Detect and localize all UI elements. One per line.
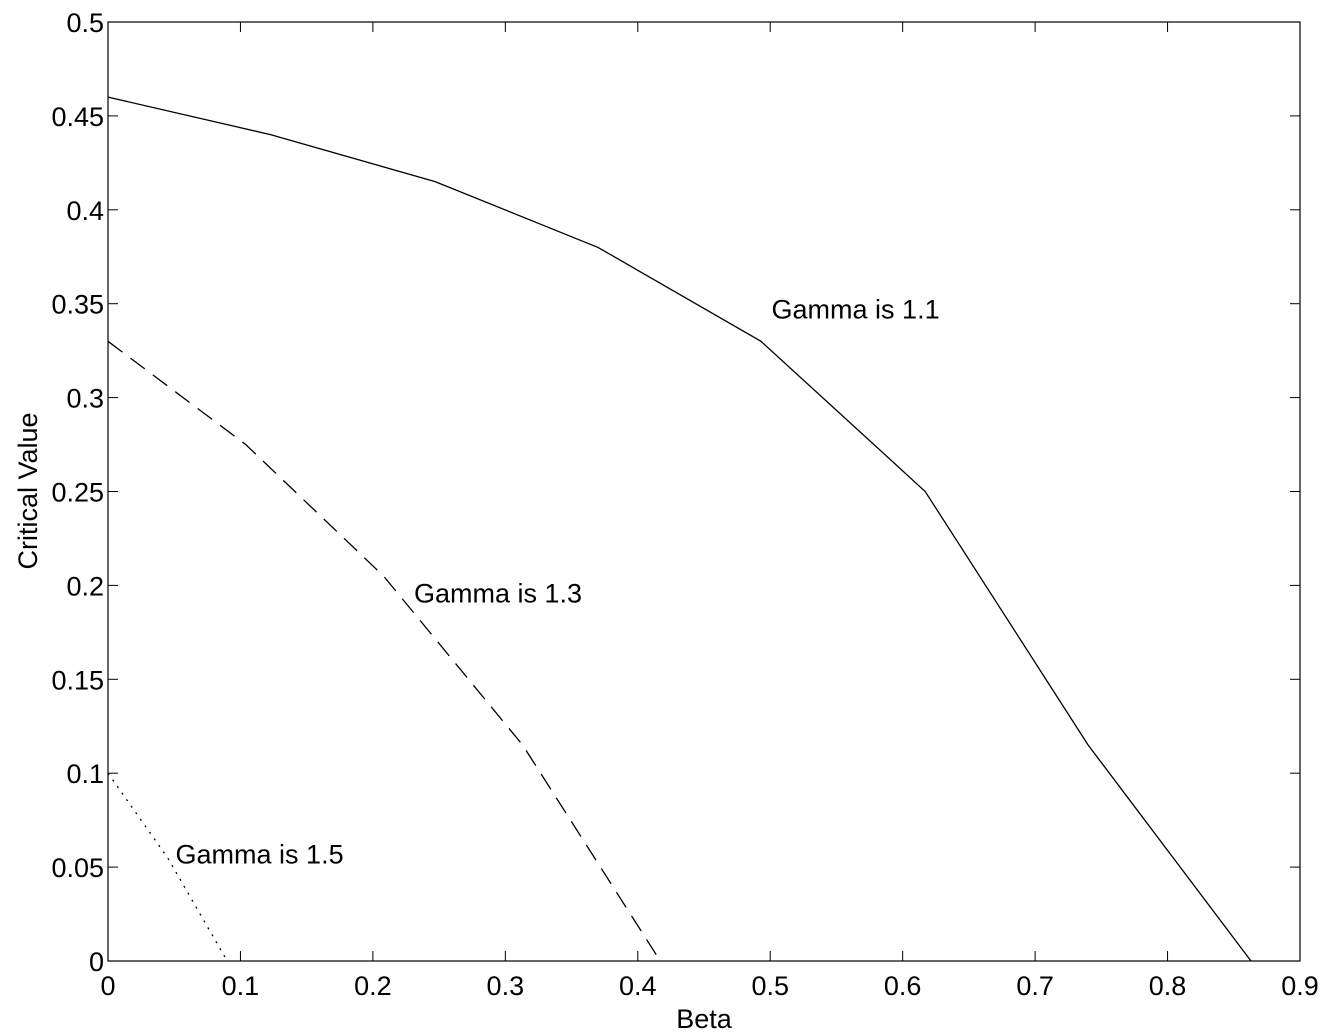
y-tick-label: 0.2 xyxy=(66,571,104,601)
x-tick-label: 0.9 xyxy=(1281,971,1319,1001)
axis-ticks: 0 0.1 0.2 0.3 0.4 0.5 0.6 0.7 0.8 0.9 0 0.05 0.1 0.15… xyxy=(51,8,1318,1001)
x-tick-label: 0.4 xyxy=(619,971,657,1001)
plot-area xyxy=(107,21,1301,962)
series-annotation: Gamma is 1.5 xyxy=(176,839,344,869)
y-tick-label: 0.05 xyxy=(51,853,104,883)
series-lines xyxy=(107,96,1252,962)
y-tick-label: 0.15 xyxy=(51,665,104,695)
series-line-solid xyxy=(107,96,1252,962)
y-tick-label: 0.5 xyxy=(66,8,104,38)
x-tick-label: 0.2 xyxy=(354,971,392,1001)
y-tick-label: 0.45 xyxy=(51,102,104,132)
series-annotation: Gamma is 1.1 xyxy=(772,295,940,325)
y-tick-label: 0.3 xyxy=(66,384,104,414)
y-tick-label: 0.25 xyxy=(51,478,104,508)
x-axis-title: Beta xyxy=(676,1004,733,1032)
x-tick-label: 0.3 xyxy=(487,971,525,1001)
x-tick-label: 0.5 xyxy=(751,971,789,1001)
x-tick-label: 0.8 xyxy=(1149,971,1187,1001)
y-axis-title: Critical Value xyxy=(13,412,43,569)
series-line-dashed xyxy=(107,340,661,962)
annotations: Gamma is 1.1 Gamma is 1.3 Gamma is 1.5 xyxy=(176,295,940,870)
x-tick-label: 0.1 xyxy=(222,971,260,1001)
x-tick-label: 0 xyxy=(100,971,115,1001)
y-tick-label: 0.1 xyxy=(66,759,104,789)
x-tick-label: 0.6 xyxy=(884,971,922,1001)
y-tick-label: 0.4 xyxy=(66,196,104,226)
x-tick-label: 0.7 xyxy=(1016,971,1054,1001)
y-tick-label: 0.35 xyxy=(51,290,104,320)
series-annotation: Gamma is 1.3 xyxy=(414,578,582,608)
y-tick-label: 0 xyxy=(89,947,104,977)
